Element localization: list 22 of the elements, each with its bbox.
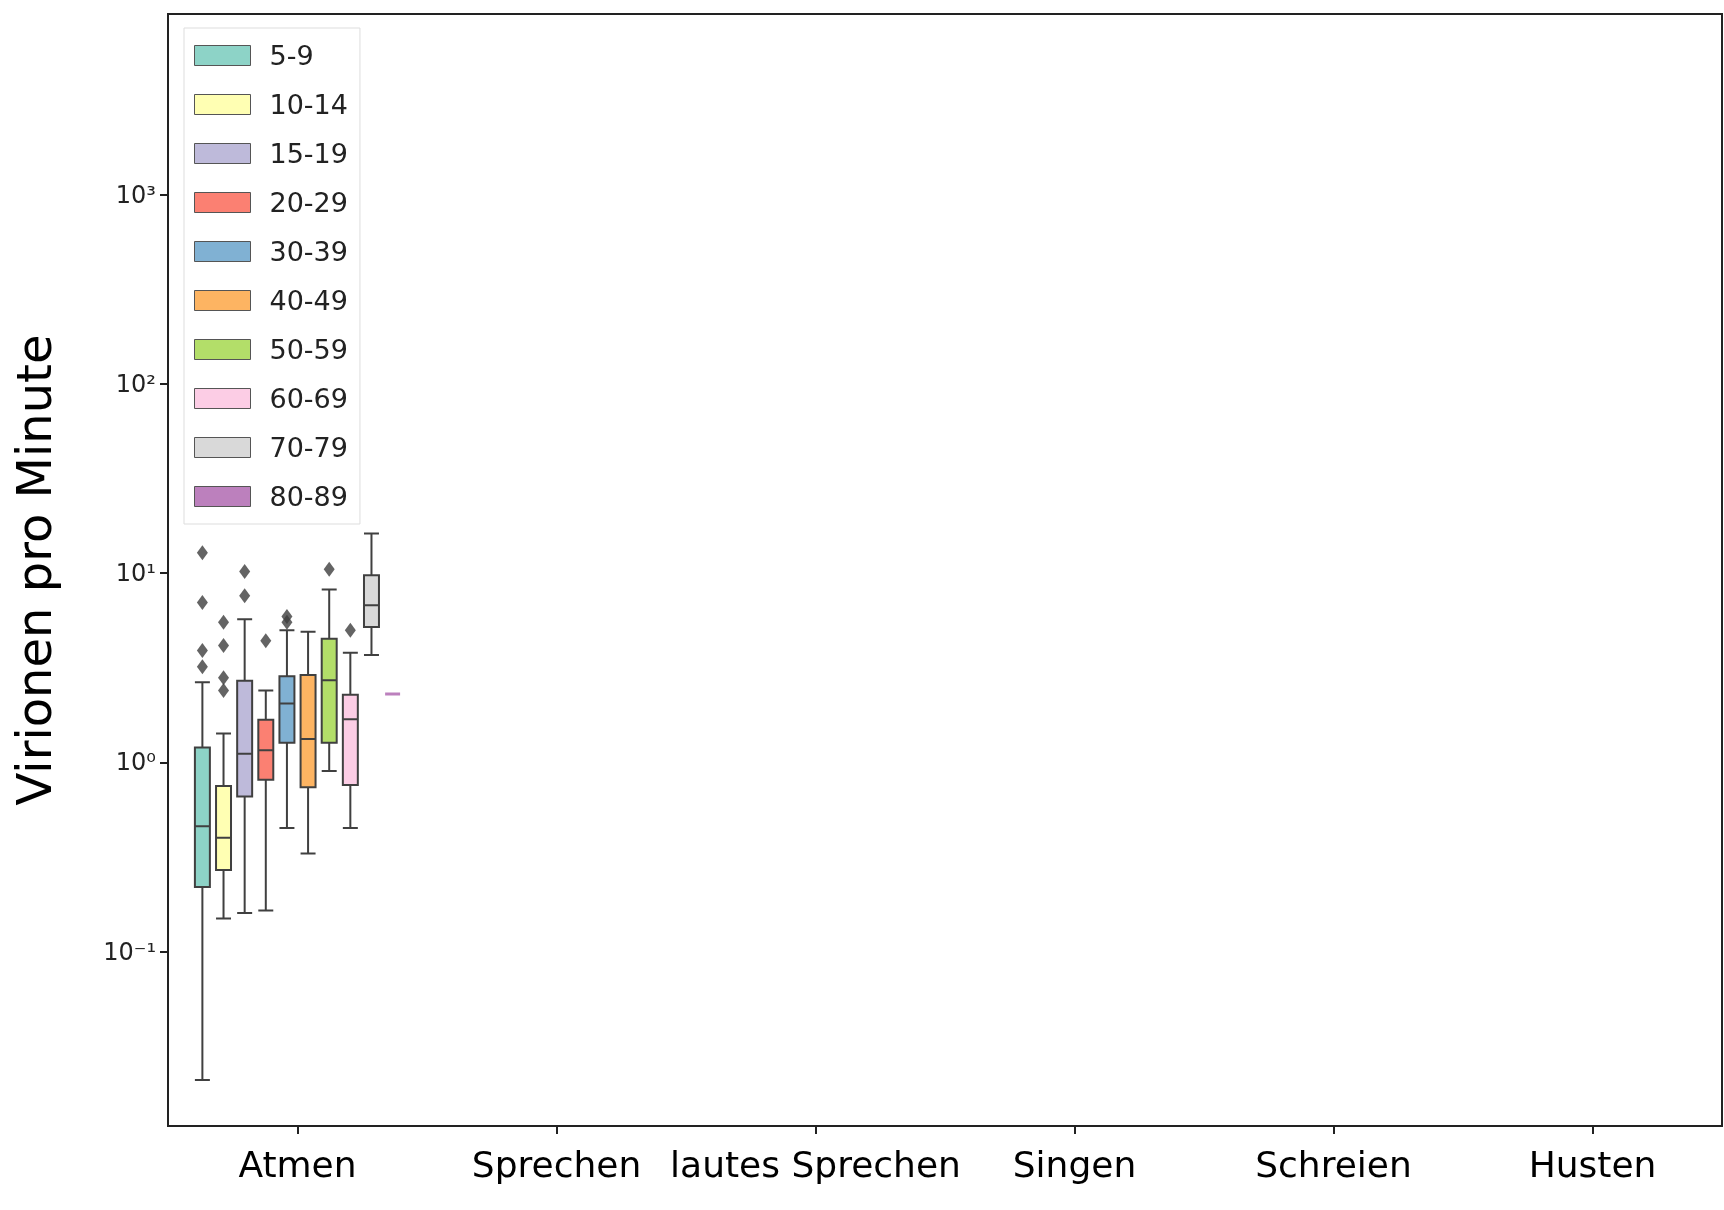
x-tick-label: Sprechen bbox=[471, 1143, 642, 1185]
x-tick-label: lautes Sprechen bbox=[670, 1143, 961, 1185]
y-tick-label: 10⁻¹ bbox=[103, 937, 156, 966]
y-tick-label: 10² bbox=[115, 369, 156, 398]
x-tick-label: Husten bbox=[1528, 1143, 1657, 1185]
legend-label: 15-19 bbox=[269, 138, 348, 169]
legend-label: 30-39 bbox=[269, 236, 348, 267]
legend-label: 80-89 bbox=[269, 481, 348, 512]
y-tick-label: 10¹ bbox=[115, 559, 156, 588]
x-tick-label: Schreien bbox=[1255, 1143, 1412, 1185]
legend-label: 5-9 bbox=[269, 40, 314, 71]
legend-label: 40-49 bbox=[269, 285, 348, 316]
x-tick-label: Atmen bbox=[238, 1143, 357, 1185]
y-tick-label: 10⁰ bbox=[115, 748, 156, 777]
legend-label: 10-14 bbox=[269, 89, 348, 120]
legend-label: 70-79 bbox=[269, 432, 348, 463]
legend-label: 50-59 bbox=[269, 334, 348, 365]
legend-label: 60-69 bbox=[269, 383, 348, 414]
y-tick-label: 10³ bbox=[115, 180, 156, 209]
y-axis-title: Virionen pro Minute bbox=[6, 334, 62, 806]
legend-label: 20-29 bbox=[269, 187, 348, 218]
x-tick-label: Singen bbox=[1012, 1143, 1137, 1185]
